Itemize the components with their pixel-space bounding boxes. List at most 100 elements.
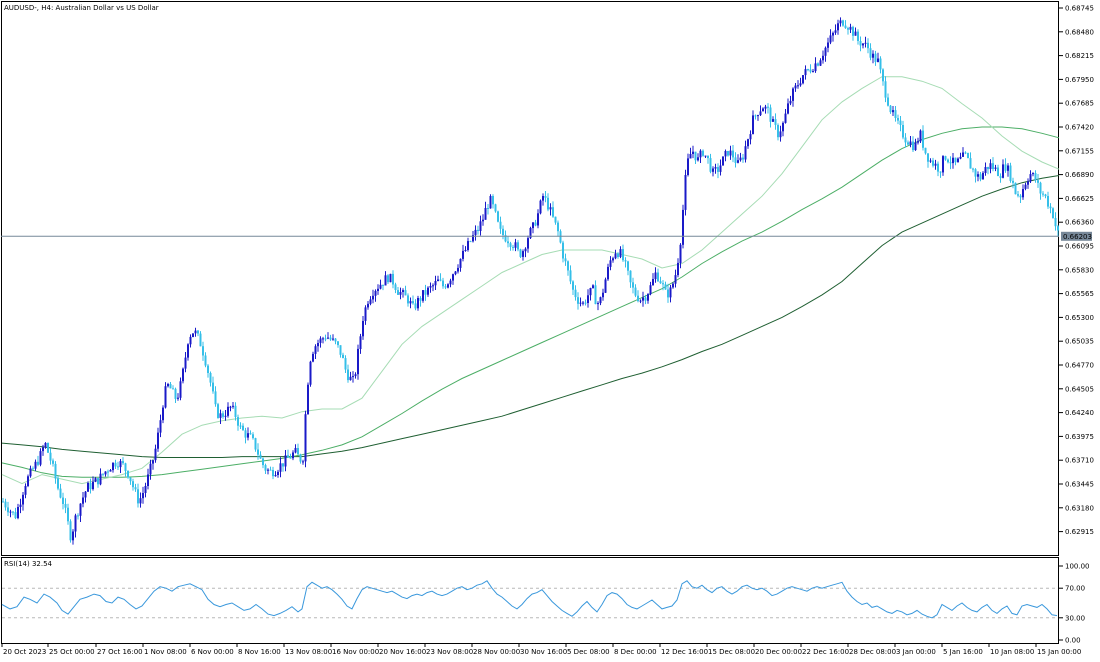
- candle-down: [174, 388, 177, 399]
- candle-up: [599, 297, 602, 304]
- candle-down: [32, 468, 34, 470]
- candle-up: [934, 163, 937, 166]
- candle-down: [577, 297, 579, 304]
- candle-up: [364, 307, 367, 321]
- candle-down: [259, 454, 262, 459]
- candle-up: [757, 115, 759, 117]
- candle-up: [779, 131, 782, 138]
- candle-up: [677, 262, 679, 276]
- candle-up: [877, 58, 879, 62]
- candle-down: [57, 478, 59, 489]
- candle-up: [229, 406, 232, 408]
- candle-down: [69, 521, 72, 541]
- candle-down: [964, 152, 967, 154]
- price-tick-label: 0.66890: [1065, 171, 1094, 179]
- candle-down: [552, 207, 554, 217]
- candle-down: [584, 302, 587, 304]
- candle-down: [204, 355, 207, 366]
- candle-down: [1039, 182, 1042, 194]
- price-tick-label: 0.64770: [1065, 362, 1094, 370]
- candle-down: [979, 174, 982, 180]
- candle-up: [34, 461, 37, 469]
- candle-up: [834, 30, 837, 33]
- candle-down: [564, 258, 567, 262]
- candle-up: [829, 35, 832, 43]
- ma-slow-line: [1, 175, 1060, 458]
- current-price-tag-bg: [1061, 231, 1092, 241]
- candle-down: [999, 176, 1002, 178]
- candle-up: [524, 248, 527, 252]
- candle-down: [727, 151, 729, 156]
- time-tick-label: 13 Nov 08:00: [285, 648, 332, 656]
- candle-down: [397, 290, 399, 295]
- candle-down: [974, 169, 977, 177]
- candle-down: [249, 433, 252, 435]
- candle-up: [527, 238, 529, 249]
- candle-up: [689, 154, 692, 159]
- candle-down: [237, 417, 239, 426]
- candle-down: [199, 333, 202, 347]
- candle-up: [592, 285, 594, 288]
- candle-down: [89, 483, 92, 490]
- candle-down: [1012, 180, 1014, 183]
- candle-down: [77, 515, 79, 517]
- candle-up: [704, 155, 707, 157]
- candle-down: [924, 147, 927, 154]
- candle-up: [687, 158, 689, 175]
- candle-up: [449, 280, 452, 285]
- candle-down: [817, 63, 819, 66]
- candle-up: [607, 266, 609, 280]
- candle-up: [514, 242, 517, 248]
- candle-up: [1007, 165, 1009, 171]
- candle-down: [629, 270, 632, 283]
- candle-down: [559, 231, 562, 243]
- candle-down: [324, 338, 327, 340]
- candle-up: [302, 461, 304, 463]
- candle-up: [389, 273, 392, 283]
- candle-up: [772, 119, 774, 122]
- candle-down: [569, 270, 572, 282]
- candle-up: [587, 295, 589, 303]
- candle-down: [634, 287, 637, 296]
- candle-up: [614, 253, 617, 259]
- current-price-tag-label: 0.66203: [1063, 233, 1092, 241]
- candle-down: [52, 460, 54, 464]
- candle-down: [1044, 194, 1047, 197]
- candle-up: [277, 471, 279, 475]
- price-tick-label: 0.64240: [1065, 409, 1094, 417]
- candle-up: [482, 219, 484, 222]
- time-tick-label: 15 Dec 08:00: [708, 648, 755, 656]
- candle-down: [939, 171, 942, 173]
- price-tick-label: 0.63180: [1065, 504, 1094, 512]
- candle-down: [407, 295, 409, 304]
- rsi-tick-label: 0.00: [1065, 637, 1081, 645]
- candle-up: [862, 43, 864, 46]
- candle-up: [822, 55, 824, 61]
- candle-up: [872, 53, 874, 58]
- candle-down: [512, 246, 514, 248]
- candle-down: [207, 365, 209, 373]
- time-tick-label: 22 Dec 16:00: [802, 648, 849, 656]
- candle-down: [544, 196, 547, 198]
- candle-up: [372, 295, 374, 300]
- candle-up: [762, 108, 764, 112]
- candle-up: [977, 174, 979, 177]
- price-tick-label: 0.63710: [1065, 457, 1094, 465]
- candle-down: [507, 241, 509, 244]
- candle-down: [492, 196, 494, 205]
- candle-down: [897, 118, 899, 121]
- candle-up: [792, 88, 794, 101]
- candle-up: [292, 452, 294, 459]
- candle-down: [852, 26, 854, 36]
- candle-up: [864, 42, 867, 44]
- candle-down: [502, 228, 504, 236]
- candle-up: [227, 406, 229, 416]
- candle-down: [117, 466, 119, 468]
- candle-down: [637, 295, 639, 302]
- candle-up: [94, 478, 97, 482]
- candle-up: [589, 288, 592, 296]
- candle-down: [574, 289, 577, 298]
- candle-up: [377, 288, 379, 291]
